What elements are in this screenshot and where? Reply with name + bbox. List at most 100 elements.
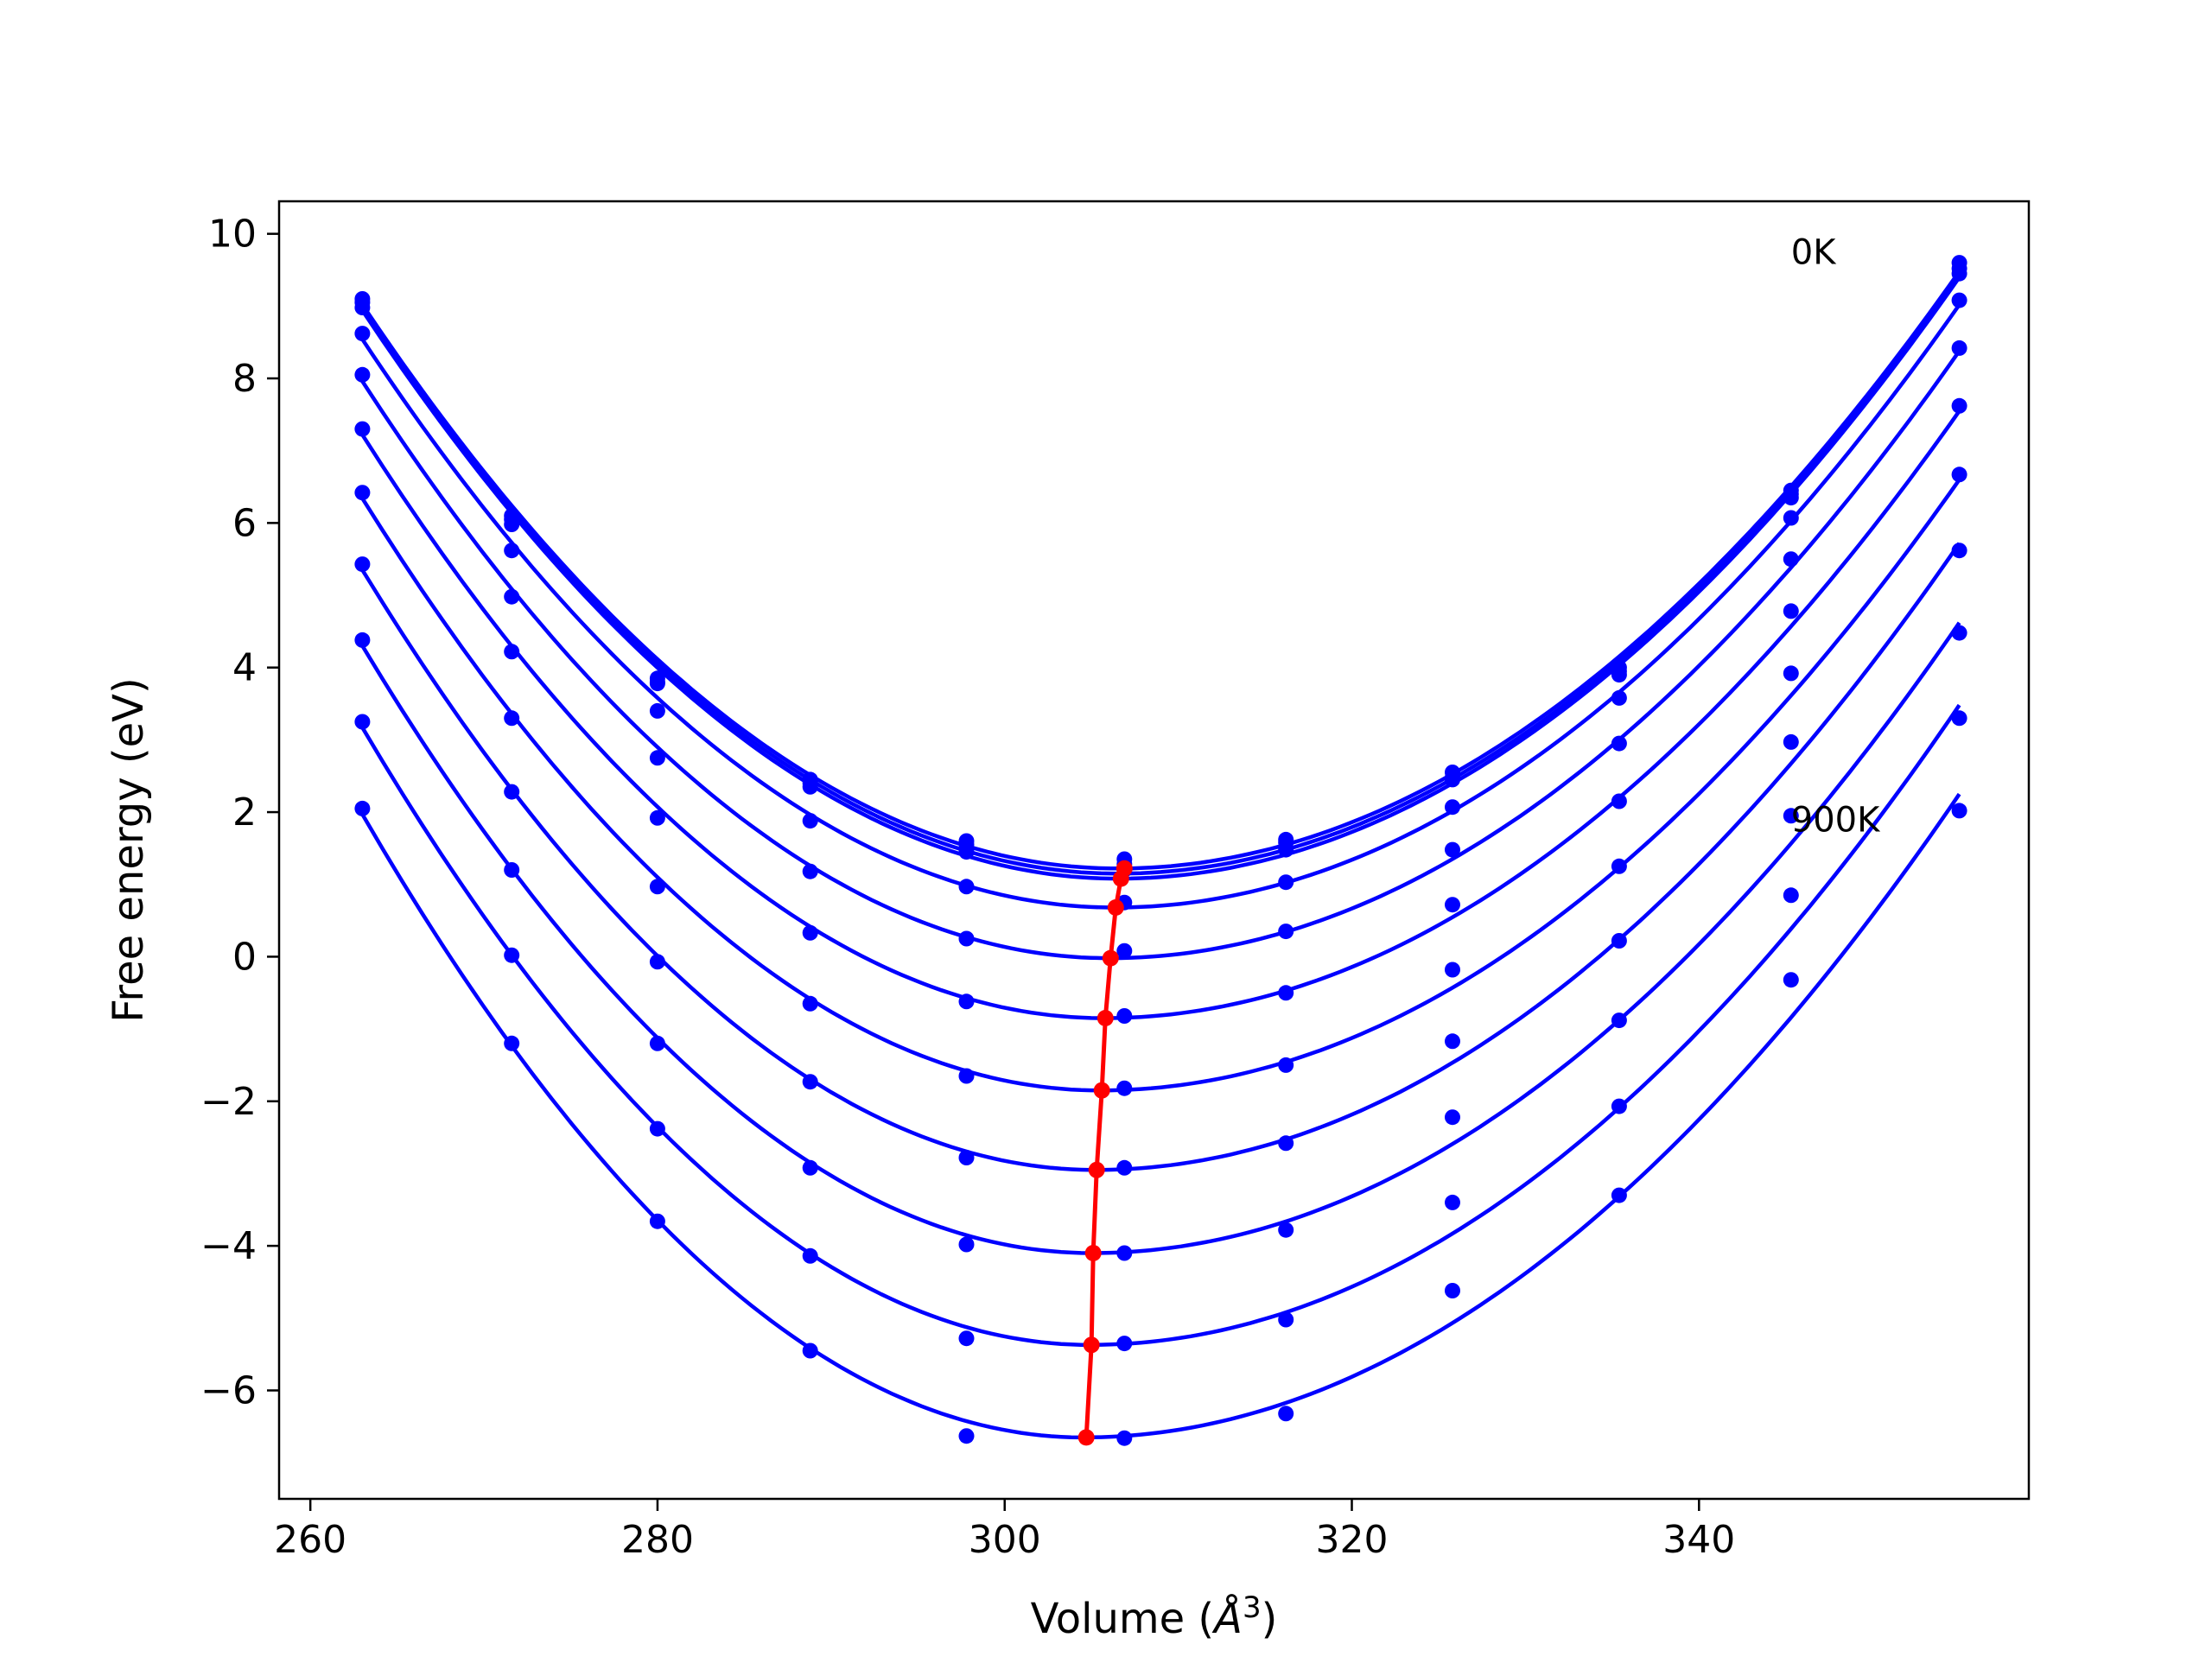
data-point-300K — [1445, 799, 1460, 816]
data-point-600K — [1611, 858, 1627, 874]
data-point-1000K — [1611, 1187, 1627, 1203]
data-point-800K — [1951, 625, 1967, 641]
data-point-400K — [1116, 943, 1133, 959]
x-axis-ticks: 260 280 300 320 340 — [274, 1499, 1735, 1562]
data-point-700K — [958, 1150, 975, 1165]
data-point-800K — [1445, 1109, 1460, 1126]
y-tick-label: −4 — [200, 1224, 257, 1268]
data-point-900K — [1445, 1194, 1460, 1210]
data-point-400K — [1783, 551, 1799, 568]
data-point-1000K — [354, 800, 371, 816]
data-point-800K — [802, 1159, 818, 1176]
data-point-800K — [958, 1236, 975, 1253]
y-tick-label: 6 — [232, 501, 257, 545]
fit-curve-1000K — [360, 792, 1961, 1440]
data-point-1000K — [1783, 972, 1799, 988]
data-point-900K — [1116, 1336, 1133, 1352]
data-point-700K — [504, 784, 520, 800]
data-point-300K — [958, 879, 975, 895]
data-point-800K — [354, 632, 371, 648]
y-axis-label: Free energy (eV) — [105, 677, 153, 1022]
data-point-400K — [1611, 735, 1627, 752]
fit-curve-0K — [360, 270, 1961, 871]
fit-curve-200K — [360, 276, 1961, 881]
x-tick-label: 300 — [969, 1518, 1041, 1562]
fit-curve-400K — [360, 349, 1961, 961]
data-point-700K — [1116, 1159, 1133, 1176]
fit-curve-300K — [360, 303, 1961, 910]
minimum-line — [1084, 867, 1127, 1438]
data-point-600K — [1783, 665, 1799, 682]
data-point-700K — [649, 954, 665, 970]
minimum-point — [1077, 1429, 1095, 1446]
data-point-800K — [1611, 1012, 1627, 1029]
x-tick-label: 280 — [621, 1518, 694, 1562]
data-point-600K — [802, 995, 818, 1012]
data-point-800K — [1116, 1245, 1133, 1261]
data-point-300K — [504, 543, 520, 559]
fit-curve-900K — [360, 703, 1961, 1348]
data-point-800K — [1278, 1222, 1294, 1238]
data-point-500K — [1783, 603, 1799, 619]
data-point-1000K — [1951, 803, 1967, 819]
fit-curve-500K — [360, 409, 1961, 1020]
data-point-200K — [354, 300, 371, 315]
data-point-700K — [1445, 1033, 1460, 1050]
data-point-500K — [1951, 397, 1967, 414]
data-point-400K — [802, 863, 818, 879]
data-point-400K — [1951, 340, 1967, 356]
data-point-600K — [1951, 467, 1967, 483]
data-point-700K — [1278, 1135, 1294, 1152]
data-point-400K — [649, 750, 665, 766]
annotation-label: 900K — [1791, 800, 1881, 840]
data-point-600K — [958, 1068, 975, 1084]
data-point-400K — [1445, 841, 1460, 858]
plot-frame — [277, 200, 2031, 1501]
y-tick-label: −2 — [200, 1080, 257, 1124]
data-point-500K — [649, 809, 665, 826]
fit-curve-600K — [360, 478, 1961, 1093]
data-point-700K — [1611, 933, 1627, 949]
data-point-500K — [1611, 793, 1627, 809]
data-point-800K — [504, 862, 520, 878]
data-point-500K — [958, 993, 975, 1010]
data-point-300K — [1783, 510, 1799, 526]
data-points — [354, 255, 1967, 1446]
data-point-700K — [802, 1074, 818, 1090]
fit-curves — [360, 270, 1961, 1440]
x-tick-label: 320 — [1316, 1518, 1389, 1562]
data-point-500K — [802, 924, 818, 941]
data-point-200K — [958, 844, 975, 860]
annotation-label: 0K — [1791, 233, 1837, 273]
y-tick-label: −6 — [200, 1368, 257, 1412]
data-point-600K — [649, 879, 665, 895]
data-point-1000K — [504, 1035, 520, 1051]
data-point-400K — [354, 366, 371, 383]
data-point-900K — [354, 714, 371, 730]
y-tick-label: 10 — [208, 213, 257, 257]
fit-curve-800K — [360, 621, 1961, 1255]
data-point-200K — [802, 778, 818, 795]
minimum-point — [1102, 949, 1119, 967]
data-point-600K — [504, 710, 520, 727]
data-point-300K — [1278, 874, 1294, 891]
data-point-1000K — [1278, 1406, 1294, 1422]
y-tick-label: 8 — [232, 357, 257, 401]
data-point-300K — [802, 813, 818, 829]
data-point-1000K — [802, 1342, 818, 1359]
data-point-900K — [1951, 710, 1967, 727]
minimum-point — [1107, 899, 1124, 916]
data-point-1000K — [649, 1213, 665, 1229]
data-point-200K — [1951, 265, 1967, 282]
data-point-900K — [802, 1247, 818, 1264]
x-tick-label: 260 — [274, 1518, 346, 1562]
data-point-900K — [1783, 887, 1799, 904]
data-point-1000K — [1116, 1430, 1133, 1446]
fit-curve-700K — [360, 542, 1961, 1172]
annotations: 0K 900K — [1791, 233, 1881, 841]
data-point-600K — [354, 485, 371, 501]
data-point-700K — [1783, 733, 1799, 750]
